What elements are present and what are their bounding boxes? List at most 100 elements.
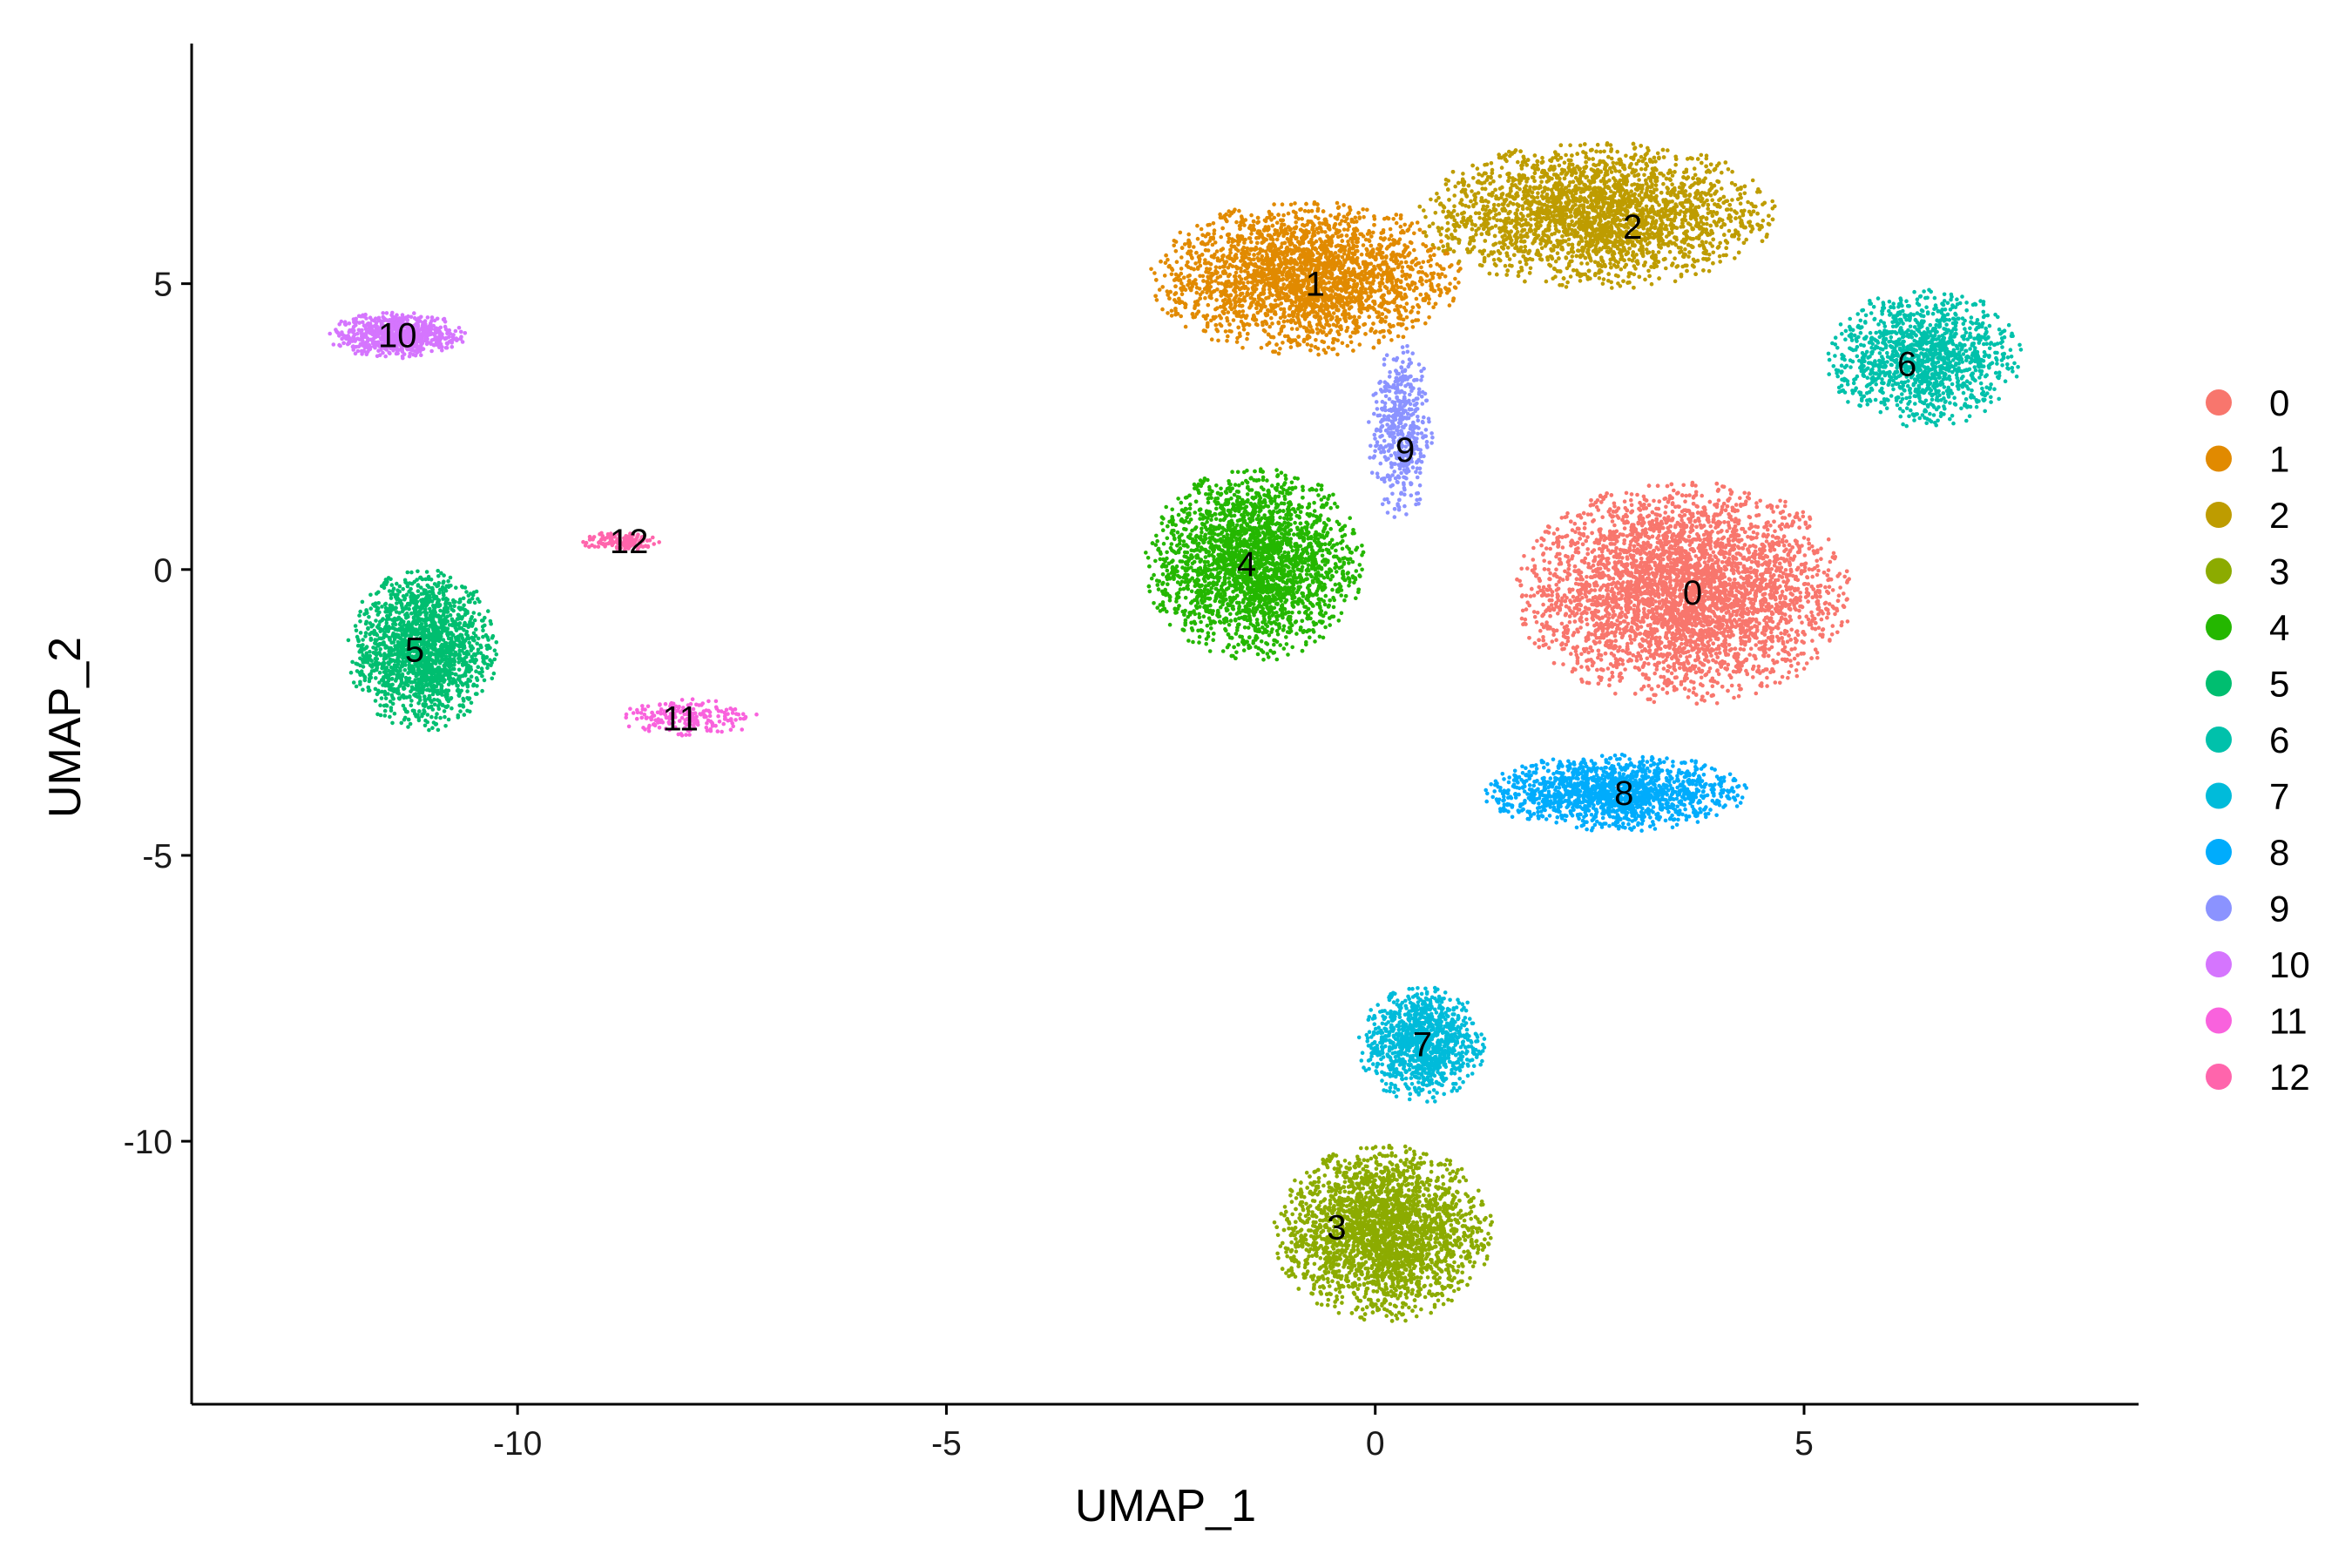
data-point [1684,493,1688,498]
data-point [1826,568,1831,572]
data-point [1807,546,1812,551]
data-point [1629,640,1634,645]
data-point [1786,552,1791,558]
data-point [1803,561,1808,566]
data-point [1838,585,1842,590]
data-point [1624,606,1629,612]
data-point [1734,503,1739,507]
data-point [1669,680,1674,686]
data-point [1585,659,1589,663]
data-point [1522,554,1526,558]
data-point [1525,566,1530,571]
data-point [1551,531,1557,536]
data-point [1767,558,1772,564]
data-point [1556,586,1561,591]
data-point [1694,612,1699,616]
data-point [1744,657,1749,662]
data-point [1782,632,1788,636]
data-point [1661,674,1666,679]
data-point [1541,602,1545,607]
data-point [1706,597,1711,601]
data-point [1753,549,1758,554]
data-point [1578,537,1582,541]
data-point [1705,691,1710,696]
data-point [1612,501,1617,506]
data-point [1715,489,1720,493]
data-point [1724,611,1729,615]
data-point [1776,637,1781,641]
data-point [1581,510,1586,516]
data-point [1709,632,1714,637]
data-point [1720,537,1725,541]
data-point [1776,652,1781,656]
data-point [1585,535,1590,539]
data-point [1677,587,1682,592]
data-point [1800,620,1804,625]
data-point [1634,632,1639,637]
data-point [1673,652,1678,657]
data-point [1728,675,1734,679]
data-point [1567,614,1572,618]
data-point [1605,626,1610,632]
data-point [1592,582,1598,586]
data-point [1538,628,1543,633]
data-point [1654,667,1659,672]
data-point [1726,561,1730,565]
data-point [1807,567,1812,571]
data-point [1623,613,1628,618]
data-point [1603,651,1608,656]
data-point [1782,649,1788,653]
data-point [1660,686,1666,692]
data-point [1633,558,1639,564]
data-point [1628,599,1633,605]
data-point [1803,520,1808,525]
data-point [1680,650,1685,654]
data-point [1735,565,1740,571]
data-point [1727,542,1731,547]
data-point [1622,499,1627,504]
data-point [1714,701,1720,706]
data-point [1519,616,1524,621]
data-point [1625,557,1630,561]
data-point [1677,504,1681,510]
data-point [1708,544,1713,548]
data-point [1711,550,1716,555]
data-point [1650,510,1655,515]
data-point [1783,499,1788,504]
data-point [1621,619,1626,624]
data-point [1665,607,1670,612]
data-point [1766,603,1771,607]
data-point [1802,553,1808,558]
data-point [1792,656,1797,661]
data-point [1761,556,1766,561]
data-point [1665,519,1669,524]
data-point [1794,668,1799,672]
data-point [1778,680,1782,686]
data-point [1671,532,1676,537]
data-point [1713,605,1719,610]
data-point [1726,520,1731,525]
data-point [1669,482,1674,487]
data-point [1673,668,1678,672]
data-point [1686,688,1692,693]
data-point [1521,622,1525,626]
data-point [1652,573,1658,578]
data-point [1726,688,1730,693]
data-point [1551,628,1557,633]
data-point [1770,667,1774,672]
data-point [1736,521,1740,526]
data-point [1704,653,1708,659]
data-point [1761,532,1767,537]
data-point [1778,618,1783,624]
data-point [1554,583,1558,587]
data-point [1680,637,1684,642]
data-point [1618,627,1622,632]
data-point [1714,524,1720,528]
data-point [1598,558,1604,563]
data-point [1772,519,1776,524]
data-point [1612,533,1616,538]
data-point [1734,664,1739,669]
data-point [1564,612,1568,617]
data-point [1775,565,1780,571]
